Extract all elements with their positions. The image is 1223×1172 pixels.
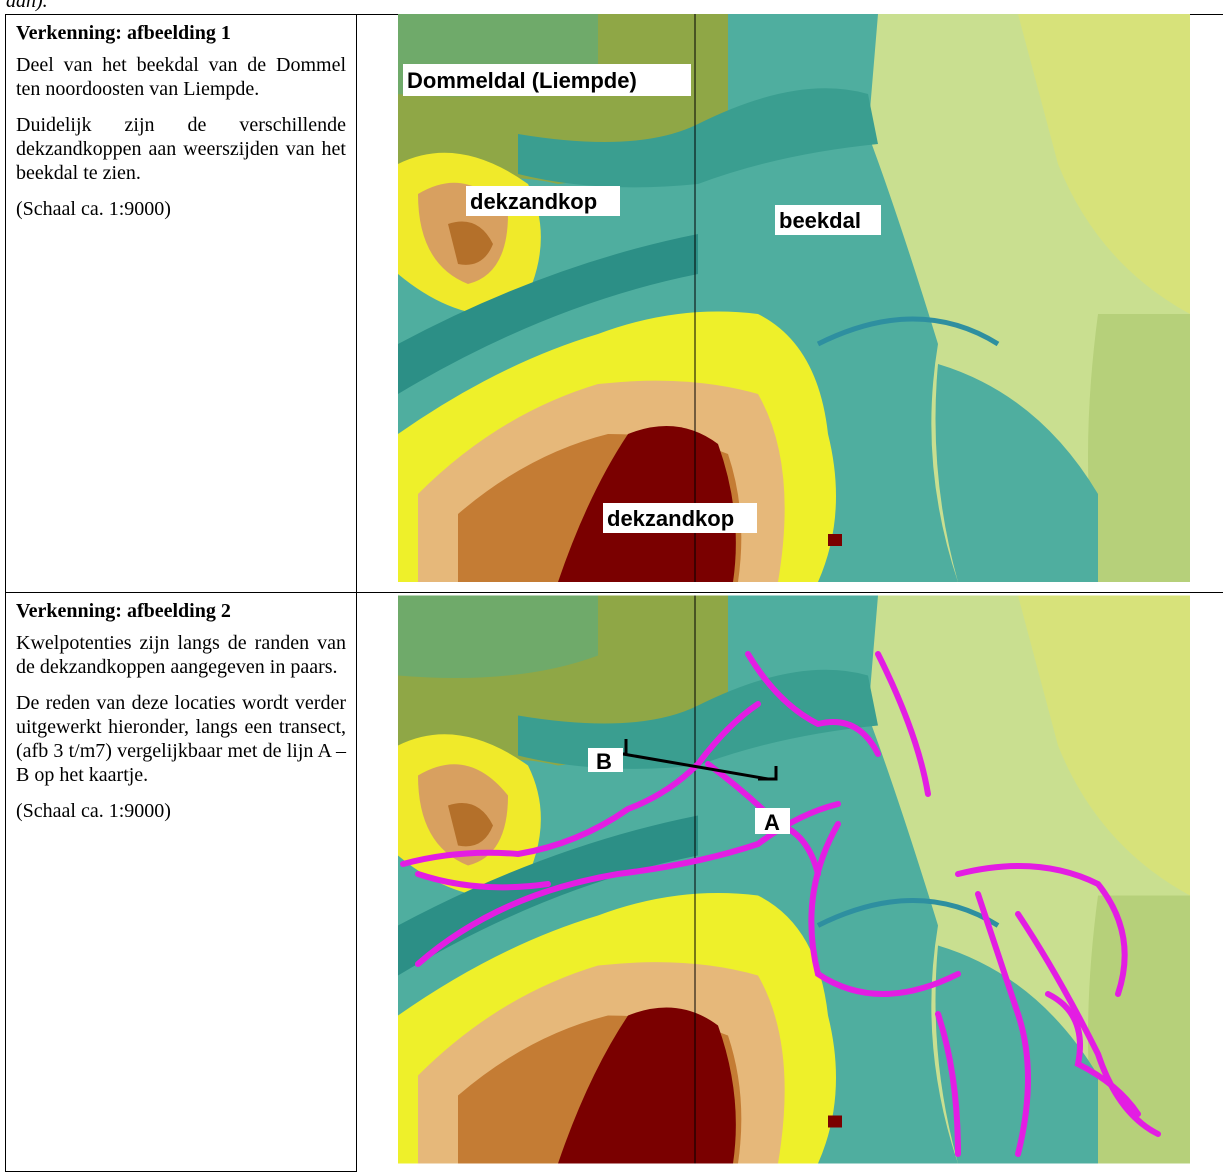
- heading: Verkenning: afbeelding 1: [16, 22, 231, 44]
- map-label: A: [764, 810, 780, 835]
- text-fragment: aan).: [6, 0, 48, 12]
- label-box: [466, 186, 620, 216]
- map-image: B A: [398, 594, 1190, 1165]
- map-label: Dommeldal (Liempde): [407, 68, 637, 93]
- paragraph: Deel van het beekdal van de Dommel ten n…: [16, 54, 346, 100]
- map-label: dekzandkop: [607, 506, 734, 531]
- map-base: [398, 14, 1190, 582]
- text-cell: Verkenning: afbeelding 2 Kwelpotenties z…: [5, 592, 357, 1172]
- paragraph: (Schaal ca. 1:9000): [16, 198, 171, 220]
- label-box: [603, 503, 757, 533]
- image-cell: [356, 592, 1223, 1172]
- paragraph: (Schaal ca. 1:9000): [16, 800, 171, 822]
- map-label: beekdal: [779, 208, 861, 233]
- map-label: B: [596, 749, 612, 774]
- seepage-lines: [400, 651, 1161, 1157]
- map-base: [398, 596, 1190, 1164]
- heading: Verkenning: afbeelding 2: [16, 600, 231, 622]
- label-box: [588, 748, 623, 772]
- label-box: [775, 205, 881, 235]
- map-image: Dommeldal (Liempde) dekzandkop beekdal d…: [398, 14, 1190, 582]
- text-cell: Verkenning: afbeelding 1 Deel van het be…: [5, 14, 357, 593]
- label-box: [403, 64, 691, 96]
- paragraph: De reden van deze locaties wordt verder …: [16, 692, 346, 786]
- paragraph: Duidelijk zijn de verschillende dekzandk…: [16, 114, 346, 184]
- label-box: [755, 808, 790, 834]
- paragraph: Kwelpotenties zijn langs de randen van d…: [16, 632, 346, 678]
- map-label: dekzandkop: [470, 189, 597, 214]
